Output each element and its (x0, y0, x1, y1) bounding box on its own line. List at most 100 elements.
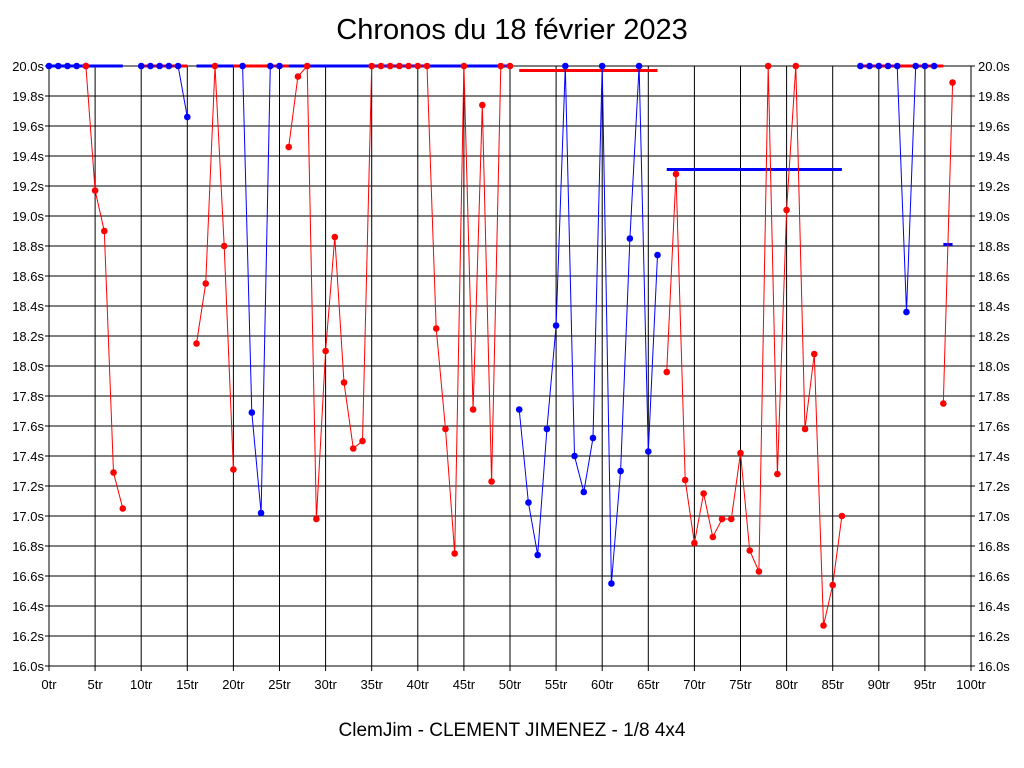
data-point (820, 622, 827, 629)
data-point (147, 62, 154, 70)
y-tick-label-right: 20.0s (978, 59, 1010, 74)
data-point (801, 425, 809, 433)
x-tick-label: 80tr (775, 677, 798, 692)
y-tick-label-right: 18.4s (978, 299, 1010, 314)
data-point (700, 490, 707, 497)
data-point (534, 551, 541, 559)
data-point (377, 62, 385, 70)
data-point (608, 580, 615, 587)
data-point (276, 62, 283, 70)
data-point (45, 62, 53, 70)
x-tick-label: 25tr (268, 677, 291, 692)
x-tick-label: 10tr (130, 677, 153, 692)
data-point (303, 62, 311, 70)
y-tick-label-right: 17.2s (978, 479, 1010, 494)
series-line (518, 65, 658, 584)
y-tick-label-right: 16.2s (978, 629, 1010, 644)
data-point (654, 251, 661, 259)
data-point (875, 62, 883, 70)
y-tick-label-right: 17.8s (978, 389, 1010, 404)
data-point (230, 466, 237, 473)
data-point (331, 233, 339, 241)
data-point (571, 452, 578, 460)
data-point (497, 62, 505, 70)
x-tick-label: 40tr (407, 677, 430, 692)
data-point (562, 62, 569, 70)
data-point (866, 62, 873, 70)
data-point (884, 62, 892, 70)
series-line (288, 64, 510, 554)
data-point (838, 512, 846, 520)
y-tick-label-right: 16.6s (978, 569, 1010, 584)
data-point (718, 515, 726, 523)
data-point (921, 62, 929, 70)
data-point (460, 62, 468, 70)
data-point (174, 62, 182, 70)
y-tick-label-left: 18.2s (12, 329, 44, 344)
data-point (211, 62, 219, 70)
data-point (220, 242, 228, 250)
data-point (949, 79, 956, 86)
data-point (101, 227, 108, 235)
data-point (451, 550, 458, 557)
series-line (141, 65, 188, 118)
data-point (119, 505, 127, 512)
data-point (156, 62, 163, 70)
data-point (165, 62, 173, 70)
series-line (860, 65, 935, 313)
data-point (266, 62, 274, 70)
data-point (479, 101, 486, 109)
x-tick-label: 85tr (821, 677, 844, 692)
data-point (396, 62, 403, 70)
series-line (942, 82, 954, 404)
data-point (810, 350, 818, 358)
y-tick-label-left: 18.8s (12, 239, 44, 254)
series-lines (49, 64, 954, 626)
data-point (857, 62, 864, 70)
data-point (912, 62, 919, 70)
data-point (626, 235, 634, 242)
data-point (783, 206, 790, 214)
series-points (45, 62, 956, 629)
x-tick-label: 5tr (88, 677, 104, 692)
y-tick-label-left: 19.8s (12, 89, 44, 104)
data-point (469, 406, 477, 413)
y-tick-label-right: 18.6s (978, 269, 1010, 284)
y-tick-label-left: 17.8s (12, 389, 44, 404)
data-point (552, 322, 560, 329)
data-point (248, 409, 256, 416)
data-point (727, 515, 735, 523)
data-point (257, 509, 265, 517)
data-point (349, 445, 357, 452)
data-point (193, 340, 200, 347)
y-tick-label-left: 16.0s (12, 659, 44, 674)
data-point (709, 533, 717, 541)
y-tick-label-left: 16.6s (12, 569, 44, 584)
data-point (903, 308, 910, 316)
data-point (893, 62, 901, 70)
x-tick-label: 70tr (683, 677, 706, 692)
data-point (672, 170, 680, 178)
x-tick-label: 20tr (222, 677, 245, 692)
data-point (598, 62, 606, 70)
x-axis-ticks: 0tr 5tr 10tr 15tr 20tr 25tr 30tr 35tr 40tr 45tr 50… (41, 677, 986, 692)
data-point (239, 62, 246, 70)
y-tick-label-right: 16.0s (978, 659, 1010, 674)
x-tick-label: 0tr (41, 677, 57, 692)
y-tick-label-left: 17.0s (12, 509, 44, 524)
x-tick-label: 35tr (360, 677, 383, 692)
data-point (792, 62, 800, 70)
data-point (543, 425, 551, 433)
data-point (285, 143, 293, 151)
y-tick-label-left: 17.6s (12, 419, 44, 434)
data-point (525, 499, 532, 506)
data-point (737, 449, 744, 457)
y-tick-label-right: 17.4s (978, 449, 1010, 464)
y-tick-label-right: 18.0s (978, 359, 1010, 374)
x-tick-label: 90tr (868, 677, 891, 692)
x-tick-label: 50tr (499, 677, 522, 692)
data-point (322, 347, 329, 355)
data-point (755, 568, 763, 575)
y-tick-label-left: 17.2s (12, 479, 44, 494)
series-line (196, 65, 234, 470)
